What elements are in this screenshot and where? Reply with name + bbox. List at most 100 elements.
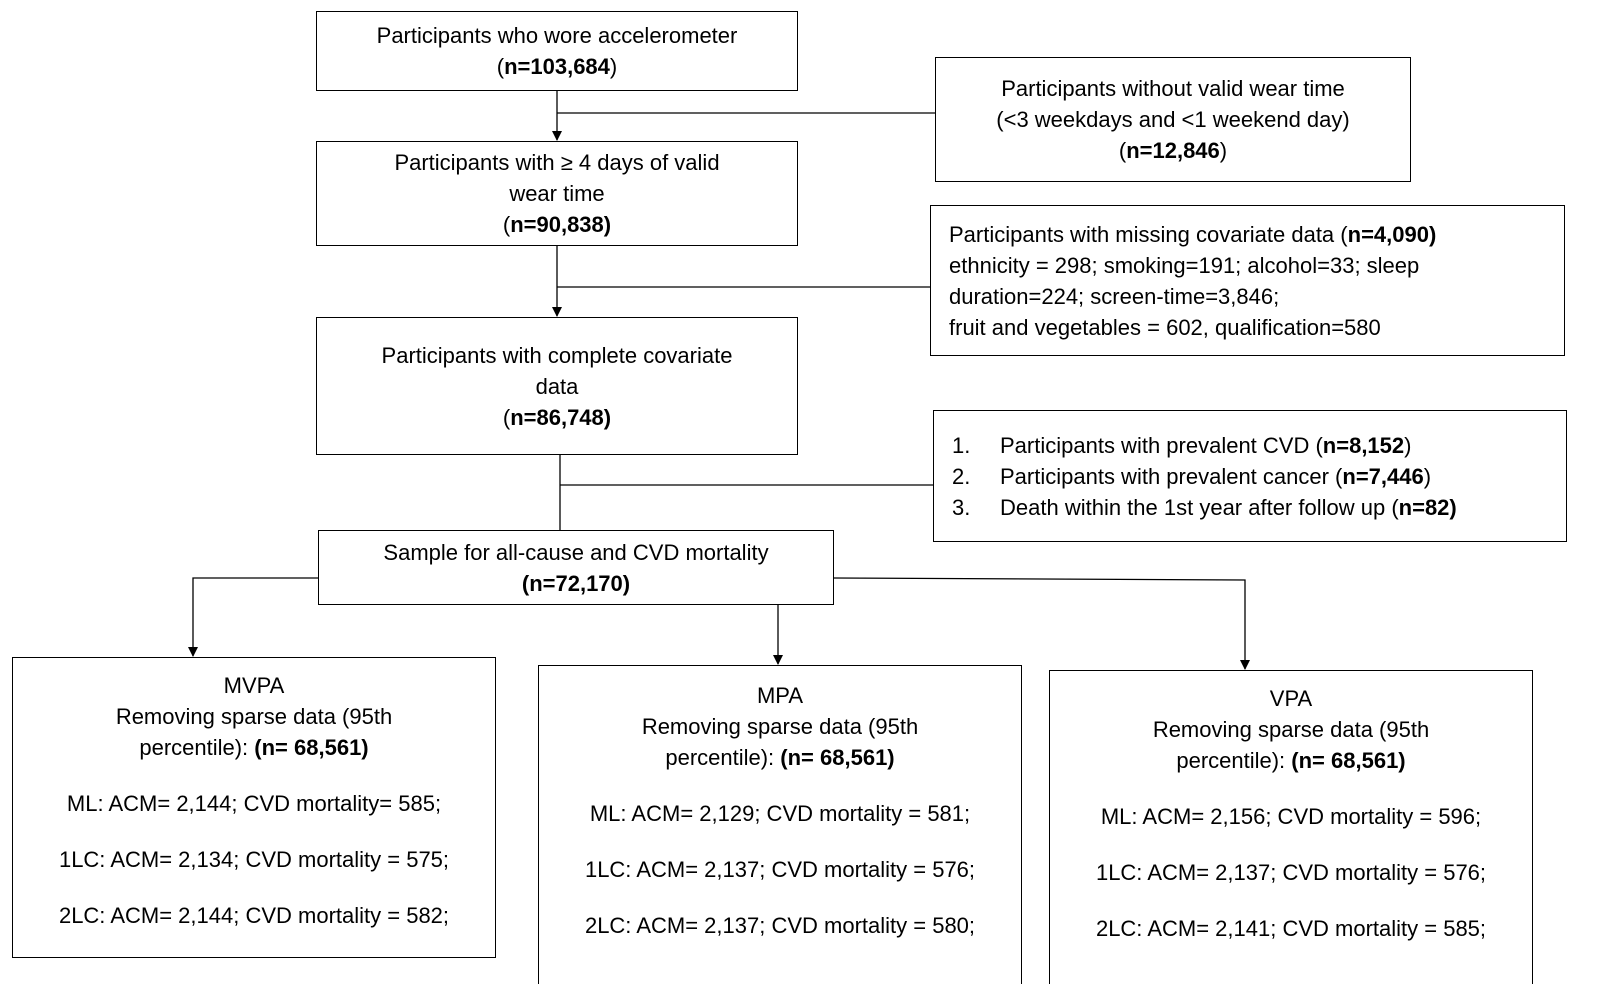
- text-line: percentile): (n= 68,561): [13, 732, 495, 763]
- text-line: percentile): (n= 68,561): [539, 742, 1021, 773]
- text-segment: 1LC: ACM= 2,137; CVD mortality = 576;: [584, 857, 976, 882]
- arrow: [833, 577, 1250, 670]
- arrow: [188, 577, 318, 657]
- text-segment: Participants who wore accelerometer: [376, 23, 738, 48]
- flow-box: MVPA Removing sparse data (95th percentile…: [12, 657, 496, 958]
- list-number: 3.: [952, 494, 971, 520]
- text-line: duration=224; screen-time=3,846;: [949, 281, 1564, 312]
- text-segment: ML: ACM= 2,156; CVD mortality = 596;: [1100, 804, 1482, 829]
- text-line: ML: ACM= 2,156; CVD mortality = 596;: [1050, 801, 1532, 832]
- text-segment: (: [496, 54, 505, 79]
- text-segment: ML: ACM= 2,144; CVD mortality= 585;: [66, 791, 442, 816]
- text-line: Participants without valid wear time: [936, 73, 1410, 104]
- flow-box: Participants with complete covariate data…: [316, 317, 798, 455]
- text-segment: Sample for all-cause and CVD mortality: [383, 539, 769, 565]
- flow-box: 1. Participants with prevalent CVD (n=8,1…: [933, 410, 1567, 542]
- text-line: wear time: [317, 178, 797, 209]
- text-segment: Participants without valid wear time: [1001, 76, 1345, 101]
- text-segment: n=8,152: [1322, 432, 1405, 458]
- text-segment: 2LC: ACM= 2,137; CVD mortality = 580;: [584, 913, 976, 938]
- text-segment: n=82): [1398, 494, 1457, 520]
- text-line: Sample for all-cause and CVD mortality: [319, 537, 833, 568]
- text-segment: 2LC: ACM= 2,144; CVD mortality = 582;: [58, 903, 450, 928]
- text-line: 3. Death within the 1st year after follow…: [952, 492, 1566, 523]
- text-segment: MVPA: [223, 673, 285, 698]
- text-line: Participants with complete covariate: [317, 340, 797, 371]
- text-segment: n=4,090): [1347, 221, 1437, 247]
- text-segment: n=103,684: [504, 54, 610, 79]
- text-segment: Removing sparse data (95th: [641, 714, 919, 739]
- text-line: 2LC: ACM= 2,141; CVD mortality = 585;: [1050, 913, 1532, 944]
- text-line: Participants with missing covariate data…: [949, 219, 1564, 250]
- text-line: percentile): (n= 68,561): [1050, 745, 1532, 776]
- flow-box: Participants with ≥ 4 days of valid wear …: [316, 141, 798, 246]
- text-line: ML: ACM= 2,144; CVD mortality= 585;: [13, 788, 495, 819]
- text-segment: ): [609, 54, 618, 79]
- flow-box: Participants who wore accelerometer (n=10…: [316, 11, 798, 91]
- text-segment: MPA: [756, 683, 804, 708]
- text-segment: (: [1118, 138, 1127, 163]
- text-segment: n=7,446: [1342, 463, 1424, 489]
- text-line: fruit and vegetables = 602, qualificatio…: [949, 312, 1564, 343]
- text-segment: percentile):: [139, 735, 255, 760]
- text-segment: duration=224; screen-time=3,846;: [949, 283, 1280, 309]
- text-line: 1LC: ACM= 2,137; CVD mortality = 576;: [1050, 857, 1532, 888]
- list-number: 1.: [952, 432, 971, 458]
- text-segment: n=90,838): [510, 212, 612, 237]
- text-segment: n=12,846: [1126, 138, 1220, 163]
- text-segment: ethnicity = 298; smoking=191; alcohol=33…: [949, 252, 1420, 278]
- flow-box: Participants without valid wear time (<3 …: [935, 57, 1411, 182]
- text-segment: Participants with prevalent CVD (: [1000, 432, 1323, 458]
- text-line: ethnicity = 298; smoking=191; alcohol=33…: [949, 250, 1564, 281]
- text-line: Participants with ≥ 4 days of valid: [317, 147, 797, 178]
- text-line: 2LC: ACM= 2,144; CVD mortality = 582;: [13, 900, 495, 931]
- text-segment: VPA: [1269, 686, 1313, 711]
- text-segment: ): [1423, 463, 1432, 489]
- text-segment: data: [535, 373, 579, 399]
- text-line: 2. Participants with prevalent cancer (n=…: [952, 461, 1566, 492]
- text-line: (n=103,684): [317, 51, 797, 82]
- text-line: 1LC: ACM= 2,137; CVD mortality = 576;: [539, 854, 1021, 885]
- flow-box: MPA Removing sparse data (95th percentile)…: [538, 665, 1022, 984]
- text-line: Removing sparse data (95th: [1050, 714, 1532, 745]
- flow-box: VPA Removing sparse data (95th percentile)…: [1049, 670, 1533, 984]
- text-line: Removing sparse data (95th: [13, 701, 495, 732]
- text-segment: (n= 68,561): [254, 735, 369, 760]
- flow-box: Participants with missing covariate data…: [930, 205, 1565, 356]
- text-segment: 1LC: ACM= 2,137; CVD mortality = 576;: [1095, 860, 1487, 885]
- text-segment: Participants with prevalent cancer (: [1000, 463, 1343, 489]
- text-segment: Participants with complete covariate: [381, 342, 733, 368]
- text-segment: Removing sparse data (95th: [115, 704, 393, 729]
- text-segment: (n= 68,561): [780, 745, 895, 770]
- text-segment: ): [1219, 138, 1228, 163]
- text-line: 1LC: ACM= 2,134; CVD mortality = 575;: [13, 844, 495, 875]
- text-line: ML: ACM= 2,129; CVD mortality = 581;: [539, 798, 1021, 829]
- text-line: Removing sparse data (95th: [539, 711, 1021, 742]
- text-line: MPA: [539, 680, 1021, 711]
- text-line: MVPA: [13, 670, 495, 701]
- text-segment: ): [1404, 432, 1412, 458]
- text-segment: Death within the 1st year after follow u…: [1000, 494, 1399, 520]
- text-segment: percentile):: [1176, 748, 1292, 773]
- text-segment: (n=72,170): [521, 570, 631, 596]
- text-segment: (<3 weekdays and <1 weekend day): [996, 107, 1350, 132]
- text-line: Participants who wore accelerometer: [317, 20, 797, 51]
- text-segment: n=86,748): [510, 404, 612, 430]
- text-line: 2LC: ACM= 2,137; CVD mortality = 580;: [539, 910, 1021, 941]
- text-line: (n=90,838): [317, 209, 797, 240]
- text-segment: 1LC: ACM= 2,134; CVD mortality = 575;: [58, 847, 450, 872]
- text-segment: (n= 68,561): [1291, 748, 1406, 773]
- text-segment: Removing sparse data (95th: [1152, 717, 1430, 742]
- text-segment: (: [502, 212, 511, 237]
- text-segment: (: [502, 404, 511, 430]
- text-line: (<3 weekdays and <1 weekend day): [936, 104, 1410, 135]
- flow-box: Sample for all-cause and CVD mortality (n…: [318, 530, 834, 605]
- text-segment: ML: ACM= 2,129; CVD mortality = 581;: [589, 801, 971, 826]
- text-line: (n=86,748): [317, 402, 797, 433]
- text-line: (n=72,170): [319, 568, 833, 599]
- text-line: (n=12,846): [936, 135, 1410, 166]
- text-line: data: [317, 371, 797, 402]
- text-segment: percentile):: [665, 745, 781, 770]
